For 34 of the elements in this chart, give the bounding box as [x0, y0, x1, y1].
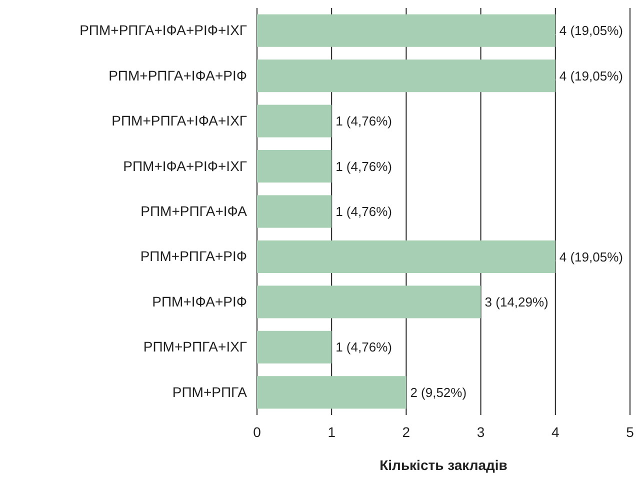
data-label: 2 (9,52%): [410, 384, 467, 400]
x-tick-label: 5: [626, 424, 634, 440]
data-label: 1 (4,76%): [336, 204, 392, 220]
y-tick-label: РПМ+РПГА+ІФА+ІХГ: [112, 112, 248, 129]
bar: [257, 240, 556, 273]
y-tick-label: РПМ+РПГА+ІФА: [140, 202, 248, 219]
y-tick-label: РПМ+РПГА+ІФА+РІФ: [108, 67, 247, 84]
y-tick-label: РПМ+РПГА: [172, 384, 248, 400]
y-tick-label: РПМ+РПГА+РІФ: [140, 248, 247, 264]
y-tick-label: РПМ+РПГА+ІХГ: [143, 338, 248, 355]
data-label: 1 (4,76%): [336, 340, 392, 355]
x-tick-label: 3: [476, 424, 485, 440]
bar: [257, 286, 481, 318]
data-label: 4 (19,05%): [559, 23, 623, 38]
x-tick-label: 0: [253, 424, 262, 440]
bar: [257, 330, 332, 364]
bar: [257, 376, 406, 409]
bar: [257, 60, 556, 92]
y-tick-label: РПМ+ІФА+РІФ: [152, 293, 247, 310]
data-label: 1 (4,76%): [336, 158, 392, 174]
bar: [257, 195, 332, 228]
data-label: 4 (19,05%): [559, 249, 623, 264]
y-tick-label: РПМ+ІФА+РІФ+ІХГ: [123, 158, 248, 174]
x-axis-title: Кількість закладів: [380, 457, 508, 473]
bar: [257, 150, 332, 183]
bar: [257, 104, 332, 138]
x-tick-label: 1: [328, 424, 336, 440]
x-tick-label: 2: [402, 424, 410, 440]
bar: [257, 14, 556, 47]
x-tick-label: 4: [552, 424, 560, 440]
data-label: 1 (4,76%): [336, 114, 392, 129]
y-tick-label: РПМ+РПГА+ІФА+РІФ+ІХГ: [80, 22, 248, 38]
data-label: 3 (14,29%): [484, 294, 548, 310]
data-label: 4 (19,05%): [559, 68, 623, 84]
